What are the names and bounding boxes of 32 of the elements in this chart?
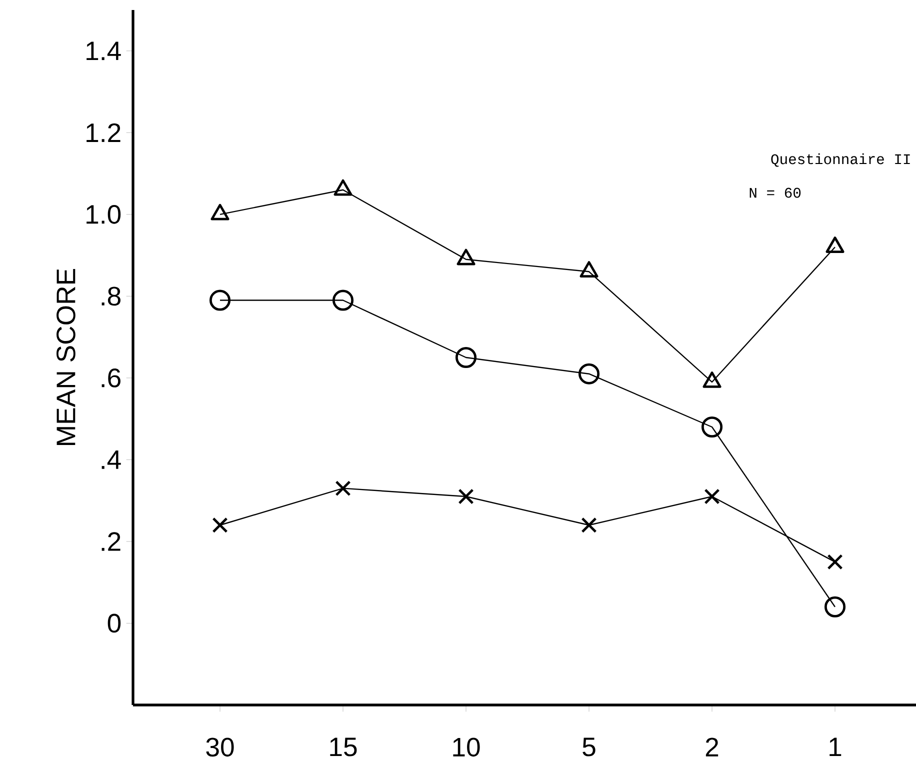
point [458,488,474,504]
y-tick-label: .6 [102,368,120,388]
y-tick-label: 1.2 [86,123,120,142]
x-tick-label: 15 [330,738,357,756]
y-tick-label: .8 [102,286,120,306]
y-tick-label: 1.4 [86,42,121,60]
y-tick-label: .2 [102,532,120,551]
point [704,488,720,504]
point [701,416,723,438]
y-tick-label: 1.0 [86,204,121,224]
x-tick-label: 1 [830,738,842,756]
y-tick-label: .4 [102,450,121,469]
x-tick-label: 30 [206,738,234,757]
y-axis-title: MEAN SCORE [56,269,76,445]
annotation: N = 60 [750,188,801,198]
y-tick-label: 0 [108,614,121,633]
x-tick-label: 2 [706,738,718,756]
point [212,517,228,533]
x-tick-label: 5 [582,738,596,756]
annotation: Questionnaire II [771,153,910,167]
point [824,596,846,618]
point [335,480,351,496]
point [456,248,476,266]
point [826,236,844,253]
point [334,179,352,196]
point [827,554,843,570]
point [578,363,600,384]
point [580,261,598,278]
x-tick-label: 10 [453,738,480,757]
point [210,204,230,220]
point [455,346,477,368]
point [581,517,597,533]
